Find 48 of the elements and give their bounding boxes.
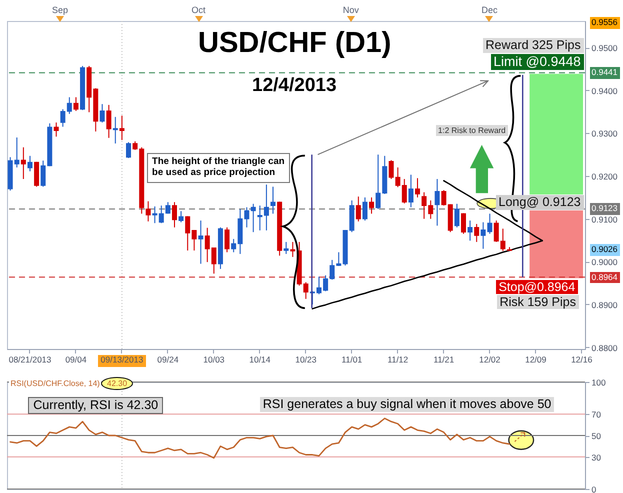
x-tick-label: 11/12 xyxy=(387,354,408,364)
x-tick-label: 10/23 xyxy=(295,354,317,364)
ref-line-label: 0.9123 xyxy=(590,203,620,216)
y-tick-label: 100 xyxy=(592,378,606,388)
chart-title: USD/CHF (D1) xyxy=(198,27,392,61)
annotation: Stop@0.8964 xyxy=(496,280,578,294)
text: 12/4/2013 xyxy=(252,75,337,98)
x-tick-label: 09/04 xyxy=(65,354,87,364)
x-tick-label: 12/02 xyxy=(479,354,501,364)
ref-line-label: 0.9441 xyxy=(590,67,620,80)
y-tick-label: 0.9500 xyxy=(592,43,618,54)
x-tick-label: 09/24 xyxy=(157,354,179,364)
y-tick-label: 0.8900 xyxy=(592,300,618,310)
x-tick-label: 08/21/2013 xyxy=(8,354,52,364)
y-tick-label: 0.9400 xyxy=(592,86,618,96)
annotation: Risk 159 Pips xyxy=(496,294,579,310)
annotation: 1:2 Risk to Reward xyxy=(436,125,508,136)
y-tick-label: 70 xyxy=(592,410,602,420)
text: 0.9556 xyxy=(590,17,620,30)
annotation: Long@ 0.9123 xyxy=(496,195,584,210)
x-tick-label: 09/13/2013 xyxy=(100,354,144,364)
annotation: The height of the triangle can be used as price projection xyxy=(147,153,290,183)
annotation: Reward 325 Pips xyxy=(482,38,584,53)
y-tick-label: 50 xyxy=(592,431,602,441)
ref-line-label: 0.8964 xyxy=(590,272,620,284)
x-tick-label: 10/14 xyxy=(249,354,271,364)
x-tick-label: 11/21 xyxy=(433,354,454,364)
y-tick-label: 0.9200 xyxy=(592,172,618,182)
y-tick-label: 0.9300 xyxy=(592,128,618,139)
text: Sep xyxy=(52,4,68,15)
text: Dec xyxy=(481,4,498,15)
chart-title: RSI(USD/CHF.Close, 14) xyxy=(9,379,101,388)
x-tick-label: 12/09 xyxy=(525,354,547,364)
y-tick-label: 0 xyxy=(592,484,596,493)
y-tick-label: 0.9000 xyxy=(592,257,618,268)
text: 0.9026 xyxy=(590,244,620,256)
text: Nov xyxy=(342,4,359,15)
x-tick-label: 11/01 xyxy=(342,354,362,364)
annotation: 42.30 xyxy=(107,379,128,388)
annotation: Limit @0.9448 xyxy=(490,54,584,70)
annotation: RSI generates a buy signal when it moves above 50 xyxy=(260,397,554,412)
y-tick-label: 0.8800 xyxy=(592,342,618,353)
annotation: Currently, RSI is 42.30 xyxy=(28,397,164,414)
y-tick-label: 0.9100 xyxy=(592,214,618,224)
x-tick-label: 12/16 xyxy=(571,354,593,364)
x-tick-label: 10/03 xyxy=(203,354,225,364)
y-tick-label: 30 xyxy=(592,452,602,462)
text: Oct xyxy=(192,4,206,15)
